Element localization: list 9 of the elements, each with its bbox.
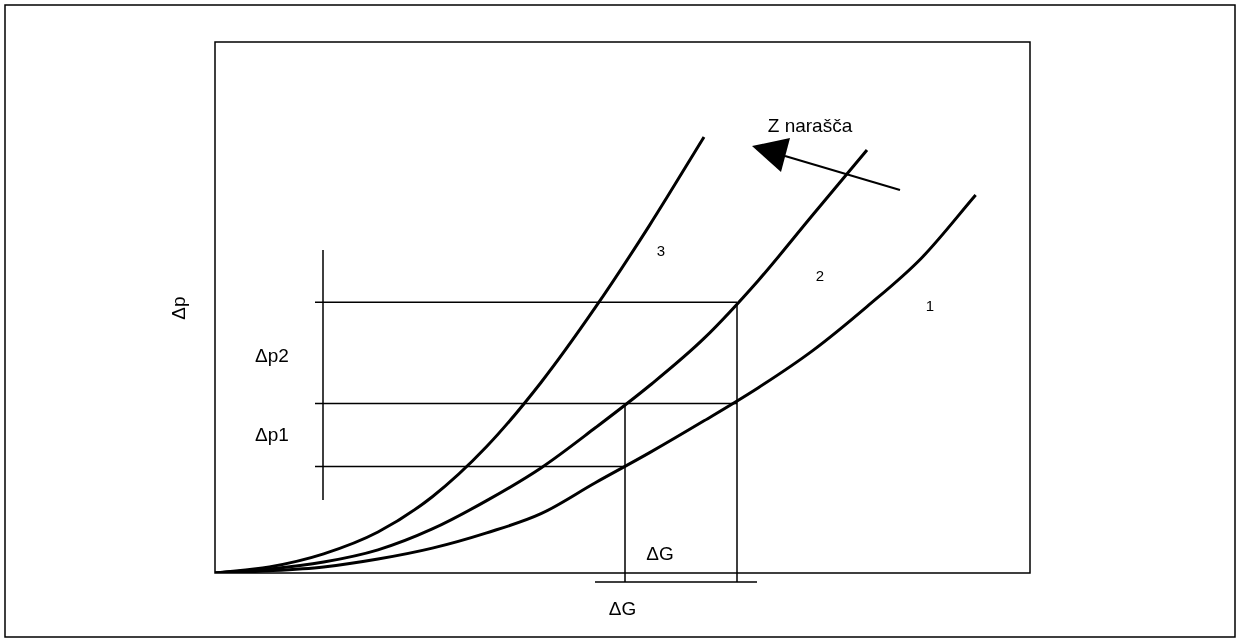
y-axis-title: Δp [168,296,190,320]
text: 1 [925,297,935,315]
annotation: Δp2 [255,345,289,367]
x-axis-title: ΔG [608,598,637,620]
text: Z narašča [767,115,853,137]
annotation: ΔG [646,543,674,565]
annotation: Δp1 [255,424,289,446]
text: 2 [815,267,825,285]
series-label: 3 [656,242,666,260]
